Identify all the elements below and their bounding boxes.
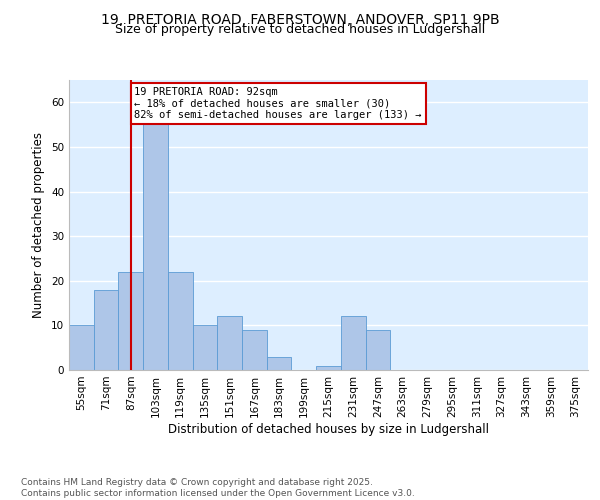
Bar (69, 326, 94, 370)
Bar (118, 272, 143, 370)
Bar (341, 316, 365, 370)
Bar (193, 326, 217, 370)
Text: 19, PRETORIA ROAD, FABERSTOWN, ANDOVER, SP11 9PB: 19, PRETORIA ROAD, FABERSTOWN, ANDOVER, … (101, 12, 499, 26)
X-axis label: Distribution of detached houses by size in Ludgershall: Distribution of detached houses by size … (168, 422, 489, 436)
Bar (242, 330, 267, 370)
Bar (168, 272, 193, 370)
Bar (94, 290, 118, 370)
Text: Contains HM Land Registry data © Crown copyright and database right 2025.
Contai: Contains HM Land Registry data © Crown c… (21, 478, 415, 498)
Bar (316, 366, 341, 370)
Text: 19 PRETORIA ROAD: 92sqm
← 18% of detached houses are smaller (30)
82% of semi-de: 19 PRETORIA ROAD: 92sqm ← 18% of detache… (134, 86, 422, 120)
Bar (217, 316, 242, 370)
Text: Size of property relative to detached houses in Ludgershall: Size of property relative to detached ho… (115, 24, 485, 36)
Y-axis label: Number of detached properties: Number of detached properties (32, 132, 46, 318)
Bar (143, 116, 168, 370)
Bar (365, 330, 390, 370)
Bar (267, 356, 292, 370)
